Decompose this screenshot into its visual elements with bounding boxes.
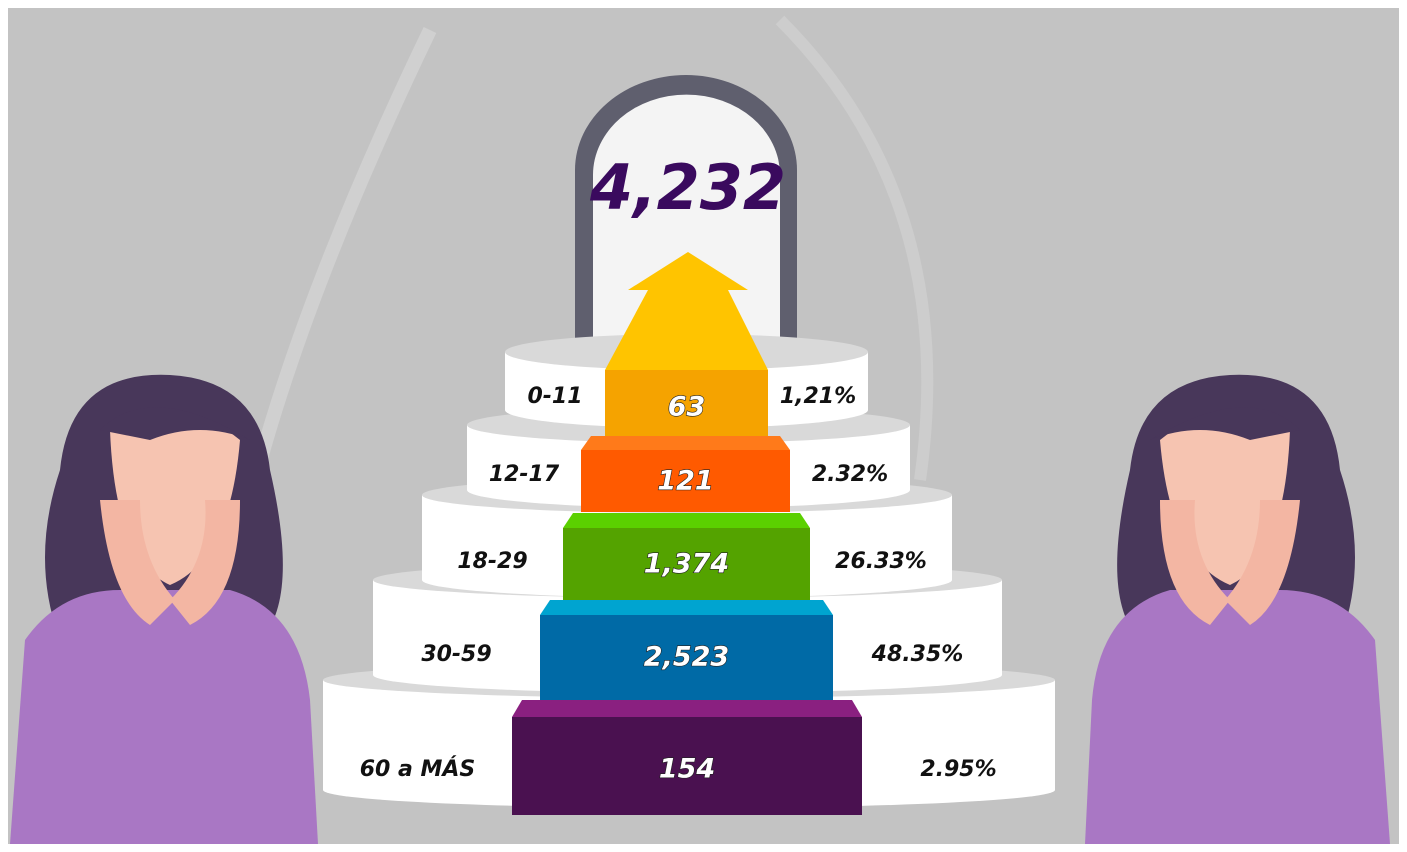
age-label: 12-17 (489, 462, 560, 487)
percent-label: 2.95% (920, 757, 996, 782)
age-label: 30-59 (421, 642, 491, 667)
percent-label: 48.35% (871, 642, 964, 667)
step-cap (581, 436, 790, 450)
infographic: 4,232 0-11 1,21% 12-17 2.32% 121 18-29 26.33% 1… (0, 0, 1407, 852)
percent-label: 26.33% (835, 549, 927, 574)
percent-label: 1,21% (780, 384, 856, 409)
count-label: 1,374 (644, 549, 729, 580)
count-label: 63 (668, 392, 706, 423)
total: 4,232 (589, 151, 786, 224)
age-label: 60 a MÁS (360, 756, 476, 782)
percent-label: 2.32% (812, 462, 888, 487)
count-label: 2,523 (644, 642, 729, 673)
step-cap (512, 700, 862, 717)
count-label: 154 (659, 754, 715, 785)
age-label: 18-29 (457, 549, 527, 574)
count-label: 121 (657, 466, 713, 497)
age-label: 0-11 (527, 384, 582, 409)
step-cap (540, 600, 833, 615)
step-cap (563, 513, 810, 528)
